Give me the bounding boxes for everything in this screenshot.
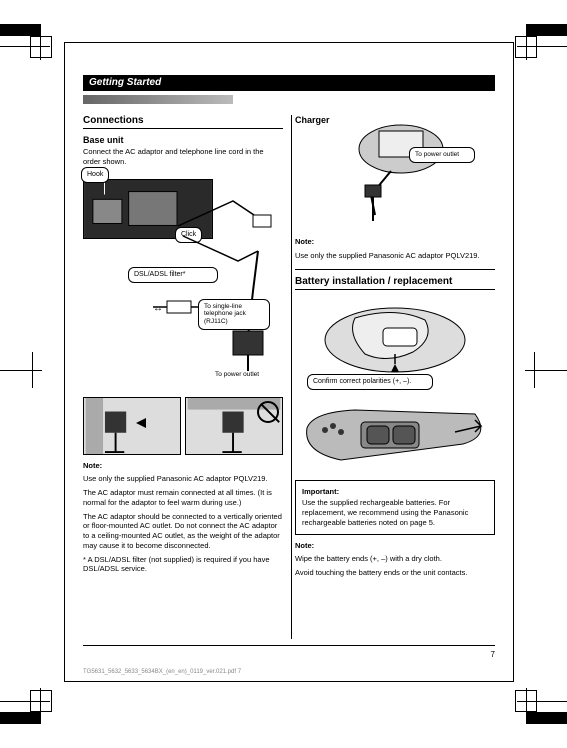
charger-note: Use only the supplied Panasonic AC adapt…: [295, 251, 495, 261]
column-divider: [291, 115, 292, 639]
page-number: 7: [491, 650, 495, 659]
charger-illustration: [331, 121, 491, 231]
page-frame: Getting Started Connections Base unit Co…: [64, 42, 514, 682]
handset-illustration: [295, 382, 495, 472]
charger-notes-title: Note:: [295, 237, 495, 247]
notes-title: Note:: [83, 461, 283, 471]
svg-text:↔: ↔: [153, 303, 163, 314]
wall-orientation-figure: [83, 397, 283, 455]
connections-title: Connections: [83, 115, 283, 126]
content-area: Connections Base unit Connect the AC ada…: [83, 115, 495, 639]
callout-single-line-label: To single-line telephone jack (RJ11C): [204, 303, 246, 326]
arrow-icon: [136, 418, 146, 428]
wall-wrong-panel: [185, 397, 283, 455]
battery-notes-title: Note:: [295, 541, 495, 551]
battery-open-figure: [295, 296, 495, 382]
callout-polarity: Confirm correct polarities (+, –).: [307, 374, 433, 390]
wall-correct-illustration: [84, 398, 180, 454]
callout-single-line: To single-line telephone jack (RJ11C): [198, 299, 270, 330]
rule: [83, 128, 283, 129]
callout-dsl-filter: DSL/ADSL filter*: [128, 267, 218, 283]
header-band: Getting Started: [83, 75, 495, 91]
prohibit-icon: [257, 401, 279, 423]
important-text: Use the supplied rechargeable batteries.…: [302, 498, 488, 527]
sub-band: [83, 95, 233, 104]
footer: 7: [83, 645, 495, 659]
note-item: The AC adaptor must remain connected at …: [83, 488, 283, 508]
header-title: Getting Started: [89, 77, 161, 88]
base-unit-figure: Hook Click: [83, 171, 283, 391]
note-item: * A DSL/ADSL filter (not supplied) is re…: [83, 555, 283, 575]
charger-figure: To power outlet: [295, 127, 495, 237]
battery-title: Battery installation / replacement: [295, 276, 495, 287]
callout-dsl-label: DSL/ADSL filter*: [134, 271, 185, 278]
battery-note: Avoid touching the battery ends or the u…: [295, 568, 495, 578]
rule: [295, 289, 495, 290]
callout-polarity-label: Confirm correct polarities (+, –).: [313, 378, 411, 385]
battery-insert-figure: Confirm correct polarities (+, –).: [295, 382, 495, 472]
callout-charger-label: To power outlet: [415, 151, 459, 158]
left-column: Connections Base unit Connect the AC ada…: [83, 115, 283, 639]
note-item: The AC adaptor should be connected to a …: [83, 512, 283, 551]
note-item: Use only the supplied Panasonic AC adapt…: [83, 474, 283, 484]
wall-correct-panel: [83, 397, 181, 455]
right-column: Charger To power outlet Note: Use only t…: [295, 115, 495, 639]
important-title: Important:: [302, 487, 488, 497]
power-outlet-label: To power outlet: [215, 371, 275, 379]
callout-charger-power: To power outlet: [409, 147, 475, 163]
hands-illustration: [295, 296, 495, 382]
intro-text: Connect the AC adaptor and telephone lin…: [83, 147, 283, 167]
base-unit-title: Base unit: [83, 135, 283, 145]
rule: [295, 269, 495, 270]
important-box: Important: Use the supplied rechargeable…: [295, 480, 495, 535]
file-stamp: TG5631_5632_5633_5634BX_(en_en)_0119_ver…: [83, 669, 241, 675]
battery-note: Wipe the battery ends (+, –) with a dry …: [295, 554, 495, 564]
